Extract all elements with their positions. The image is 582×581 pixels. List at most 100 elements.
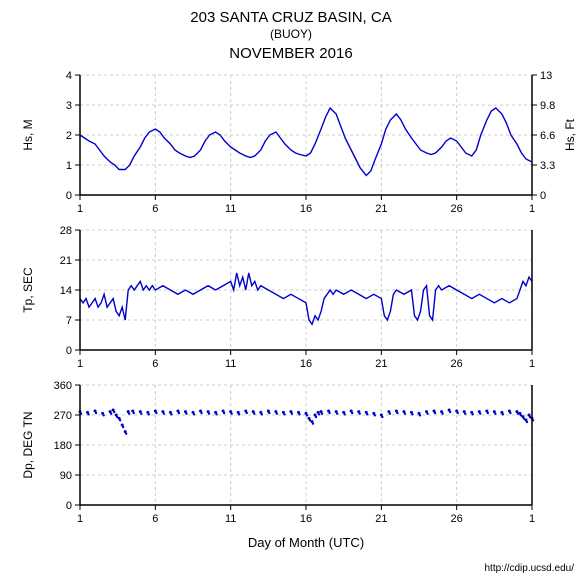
data-point [268,412,270,414]
data-point [389,412,391,414]
xtick-label: 1 [77,203,83,215]
xtick-label: 1 [77,358,83,370]
data-point [113,411,115,413]
data-point [215,413,217,415]
xtick-label: 26 [451,513,463,525]
data-point [502,413,504,415]
ytick-label-right: 9.8 [540,100,555,112]
data-point [351,412,353,414]
data-point [230,412,232,414]
period-title: NOVEMBER 2016 [229,45,352,62]
data-point [359,412,361,414]
xtick-label: 16 [300,358,312,370]
data-point [419,414,421,416]
xtick-label: 1 [529,358,535,370]
data-point [315,416,317,418]
data-point [312,422,314,424]
data-point [253,412,255,414]
chart-svg: 203 SANTA CRUZ BASIN, CA(BUOY) NOVEMBER 2… [0,0,582,581]
data-point [193,413,195,415]
data-point [318,413,320,415]
data-point [276,412,278,414]
xtick-label: 6 [152,358,158,370]
data-point [102,414,104,416]
ytick-label-right: 3.3 [540,160,555,172]
data-point [148,413,150,415]
data-point [321,412,323,414]
ytick-label: 7 [66,315,72,327]
data-point [449,411,451,413]
ytick-label: 180 [54,440,72,452]
data-point [119,419,121,421]
data-point [238,413,240,415]
ylabel-left: Dp, DEG TN [21,411,35,478]
title: 203 SANTA CRUZ BASIN, CA [190,9,391,26]
xtick-label: 6 [152,513,158,525]
data-point [95,412,97,414]
data-point [133,412,135,414]
xtick-label: 1 [77,513,83,525]
xtick-label: 1 [529,513,535,525]
ytick-label: 21 [60,255,72,267]
data-point [434,412,436,414]
xtick-label: 26 [451,358,463,370]
subtitle: (BUOY) [270,27,312,41]
data-point [128,412,130,414]
ytick-label: 3 [66,100,72,112]
data-point [374,414,376,416]
xtick-label: 16 [300,513,312,525]
data-point [509,412,511,414]
ytick-label: 4 [66,70,72,82]
data-point [122,426,124,428]
data-point [110,412,112,414]
data-point [366,413,368,415]
source-url: http://cdip.ucsd.edu/ [484,563,574,574]
xtick-label: 21 [375,203,387,215]
data-point [526,421,528,423]
data-point [411,413,413,415]
ylabel-left: Hs, M [21,119,35,150]
data-point [328,412,330,414]
data-point [140,412,142,414]
data-point [404,412,406,414]
data-point [261,413,263,415]
ylabel-right: Hs, Ft [563,118,577,151]
data-point [283,413,285,415]
data-point [479,412,481,414]
xtick-label: 11 [225,203,236,215]
data-point [155,412,157,414]
xtick-label: 1 [529,203,535,215]
data-point [170,413,172,415]
data-point [396,412,398,414]
data-point [178,412,180,414]
ytick-label: 0 [66,500,72,512]
data-point [472,413,474,415]
ytick-label: 2 [66,130,72,142]
ytick-label: 28 [60,225,72,237]
data-point [426,412,428,414]
ytick-label-right: 6.6 [540,130,555,142]
data-point [298,413,300,415]
data-point [125,432,127,434]
data-point [208,412,210,414]
ytick-label: 360 [54,380,72,392]
ytick-label: 1 [66,160,72,172]
data-point [291,412,293,414]
xtick-label: 11 [225,513,236,525]
data-point [87,413,89,415]
data-point [246,412,248,414]
data-point [441,412,443,414]
xtick-label: 16 [300,203,312,215]
ytick-label: 0 [66,190,72,202]
data-point [306,414,308,416]
ylabel-left: Tp, SEC [21,267,35,313]
data-point [456,412,458,414]
data-point [343,413,345,415]
data-point [464,412,466,414]
ytick-label: 90 [60,470,72,482]
data-point [494,412,496,414]
data-point [163,412,165,414]
xtick-label: 26 [451,203,463,215]
xtick-label: 6 [152,203,158,215]
ytick-label: 270 [54,410,72,422]
